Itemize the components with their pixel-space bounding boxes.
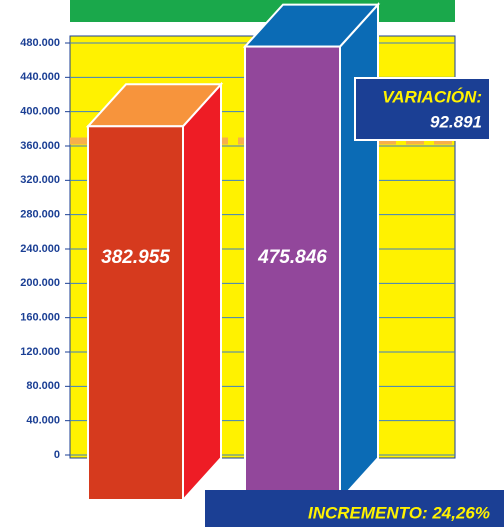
y-tick-label: 280.000 bbox=[20, 209, 60, 221]
y-tick-label: 240.000 bbox=[20, 243, 60, 255]
increment-box bbox=[205, 490, 504, 527]
bar-front bbox=[87, 125, 184, 501]
y-tick-label: 320.000 bbox=[20, 174, 60, 186]
increment-label: INCREMENTO: 24,26% bbox=[308, 503, 490, 522]
y-tick-label: 0 bbox=[54, 449, 60, 461]
variation-value: 92.891 bbox=[430, 112, 482, 131]
variation-label: VARIACIÓN: bbox=[382, 87, 482, 106]
y-tick-label: 200.000 bbox=[20, 277, 60, 289]
value-label: 475.846 bbox=[257, 247, 327, 268]
y-tick-label: 120.000 bbox=[20, 346, 60, 358]
bar-side bbox=[182, 81, 222, 503]
y-tick-label: 160.000 bbox=[20, 312, 60, 324]
variation-box bbox=[354, 77, 491, 141]
header-band bbox=[70, 0, 455, 22]
bar: 382.955 bbox=[85, 81, 224, 503]
bar: 475.846 bbox=[242, 1, 381, 503]
value-label: 382.955 bbox=[101, 247, 170, 268]
y-tick-label: 80.000 bbox=[26, 380, 60, 392]
bar-front bbox=[244, 45, 341, 501]
y-tick-label: 40.000 bbox=[26, 415, 60, 427]
y-tick-label: 480.000 bbox=[20, 37, 60, 49]
y-tick-label: 360.000 bbox=[20, 140, 60, 152]
y-tick-label: 400.000 bbox=[20, 106, 60, 118]
y-tick-label: 440.000 bbox=[20, 71, 60, 83]
